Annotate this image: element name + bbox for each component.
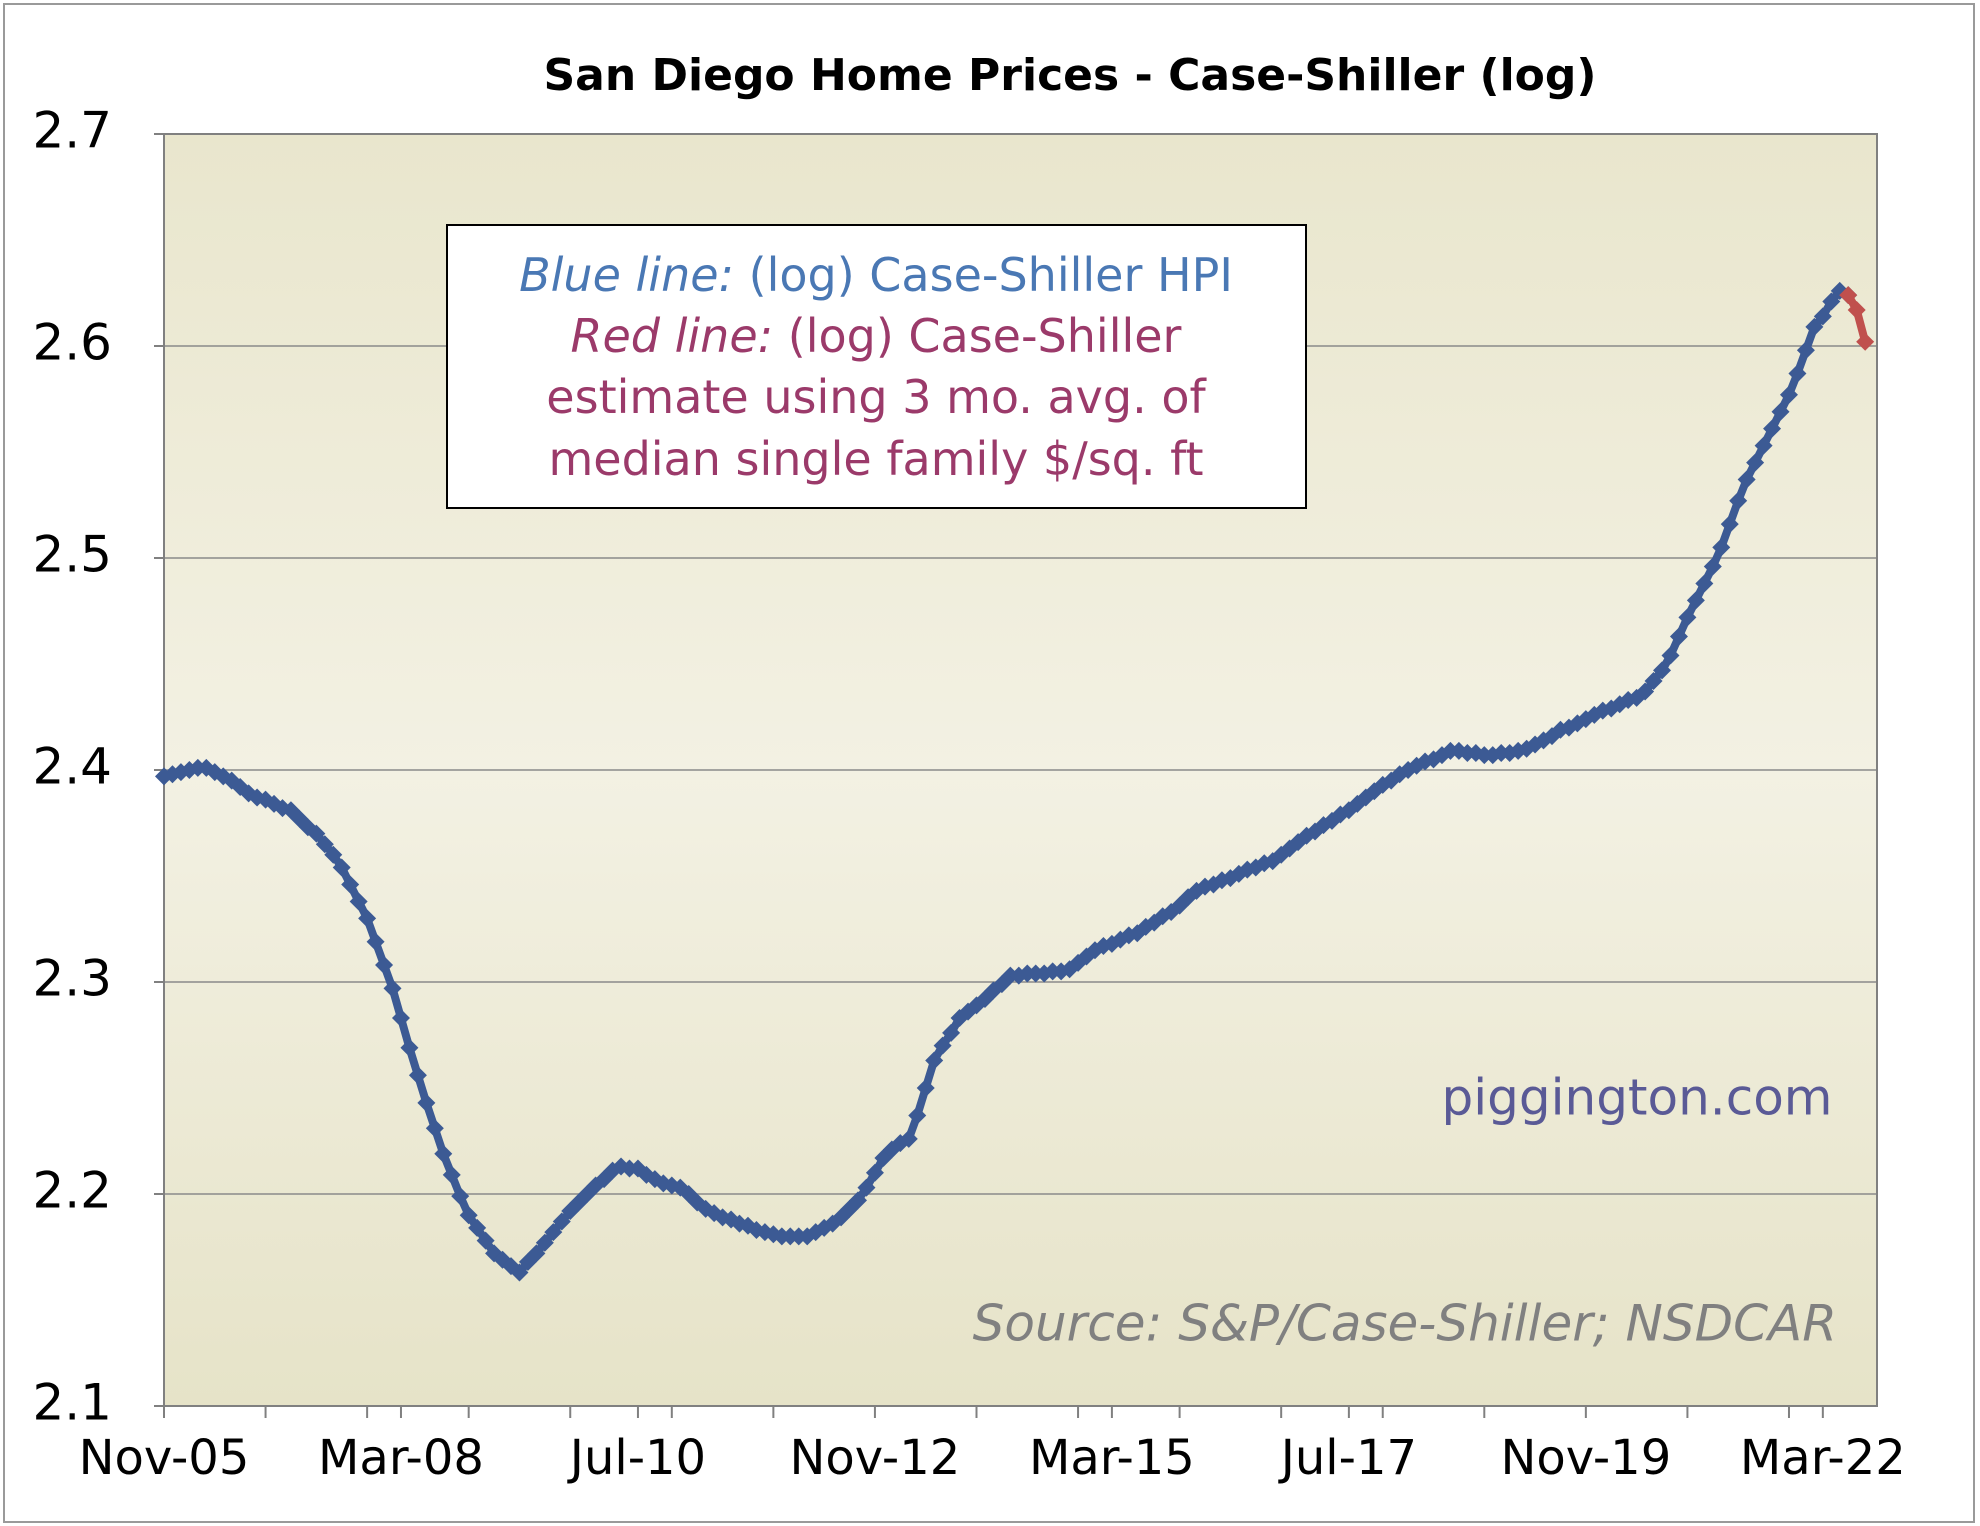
data-marker — [315, 835, 334, 854]
x-tick-label: Nov-05 — [79, 1430, 250, 1486]
data-marker — [544, 1223, 563, 1242]
data-marker — [1847, 300, 1866, 319]
data-marker — [1796, 341, 1815, 360]
data-marker — [1720, 515, 1739, 534]
data-marker — [857, 1178, 876, 1197]
annotation-text: Blue line: (log) Case-Shiller HPI — [519, 248, 1233, 302]
annotation-body: (log) Case-Shiller HPI — [734, 248, 1233, 302]
data-marker — [1746, 453, 1765, 472]
annotation-body: (log) Case-Shiller — [773, 309, 1181, 363]
data-marker — [1822, 292, 1841, 311]
data-marker — [1703, 557, 1722, 576]
data-marker — [1644, 671, 1663, 690]
x-tick-label: Nov-12 — [790, 1430, 961, 1486]
data-marker — [1669, 627, 1688, 646]
data-marker — [442, 1165, 461, 1184]
data-marker — [908, 1106, 927, 1125]
data-marker — [552, 1212, 571, 1231]
data-marker — [366, 932, 385, 951]
data-marker — [899, 1129, 918, 1148]
x-tick-label: Mar-08 — [318, 1430, 484, 1486]
data-marker — [468, 1218, 487, 1237]
data-marker — [527, 1244, 546, 1263]
data-marker — [1686, 591, 1705, 610]
data-marker — [1661, 646, 1680, 665]
data-marker — [476, 1231, 495, 1250]
data-marker — [1737, 470, 1756, 489]
y-tick-label: 2.6 — [32, 314, 112, 372]
data-marker — [1839, 286, 1858, 305]
watermark: piggington.com — [1442, 1069, 1833, 1127]
x-tick-label: Jul-17 — [1278, 1430, 1417, 1486]
data-marker — [434, 1144, 453, 1163]
annotation-text: estimate using 3 mo. avg. of — [546, 370, 1207, 424]
y-tick-label: 2.1 — [32, 1374, 112, 1432]
data-marker — [1678, 608, 1697, 627]
x-tick-label: Nov-19 — [1500, 1430, 1671, 1486]
data-marker — [239, 784, 258, 803]
source-note: Source: S&P/Case-Shiller; NSDCAR — [973, 1295, 1837, 1353]
data-marker — [332, 858, 351, 877]
x-tick-label: Mar-15 — [1029, 1430, 1195, 1486]
data-marker — [925, 1051, 944, 1070]
data-marker — [391, 1009, 410, 1028]
y-tick-label: 2.7 — [32, 102, 112, 160]
data-marker — [459, 1206, 478, 1225]
data-marker — [535, 1233, 554, 1252]
data-marker — [1779, 385, 1798, 404]
annotation-body: median single family $/sq. ft — [548, 432, 1203, 486]
data-marker — [916, 1079, 935, 1097]
data-marker — [451, 1187, 470, 1206]
data-marker — [1009, 966, 1028, 985]
data-marker — [400, 1038, 419, 1057]
annotation-box — [446, 224, 1307, 509]
y-tick-label: 2.2 — [32, 1162, 112, 1220]
data-marker — [1729, 491, 1748, 510]
data-marker — [307, 824, 326, 843]
data-marker — [1856, 332, 1875, 351]
annotation-text: median single family $/sq. ft — [548, 432, 1203, 486]
data-marker — [408, 1066, 427, 1085]
data-marker — [1763, 419, 1782, 438]
annotation-label: Blue line: — [519, 248, 734, 302]
data-marker — [1813, 307, 1832, 326]
data-marker — [341, 875, 360, 894]
y-tick-label: 2.5 — [32, 526, 112, 584]
annotation-label: Red line: — [571, 309, 774, 363]
data-marker — [324, 845, 343, 864]
data-marker — [1636, 682, 1655, 701]
data-marker — [1653, 661, 1672, 680]
data-marker — [510, 1263, 529, 1282]
data-marker — [1695, 574, 1714, 593]
chart-title: San Diego Home Prices - Case-Shiller (lo… — [543, 50, 1596, 101]
data-marker — [417, 1093, 436, 1112]
x-tick-label: Jul-10 — [567, 1430, 706, 1486]
x-tick-label: Mar-22 — [1740, 1430, 1906, 1486]
data-marker — [865, 1163, 884, 1182]
y-tick-label: 2.4 — [32, 738, 112, 796]
data-marker — [849, 1191, 868, 1210]
data-marker — [933, 1036, 952, 1055]
data-marker — [425, 1119, 444, 1138]
data-marker — [942, 1023, 961, 1042]
data-marker — [1805, 317, 1824, 336]
data-marker — [383, 979, 402, 998]
annotation-body: estimate using 3 mo. avg. of — [546, 370, 1207, 424]
data-marker — [1771, 402, 1790, 421]
data-marker — [375, 956, 394, 975]
data-marker — [1788, 364, 1807, 383]
data-marker — [1712, 538, 1731, 557]
annotation-text: Red line: (log) Case-Shiller — [571, 309, 1182, 363]
data-marker — [349, 892, 368, 911]
y-tick-label: 2.3 — [32, 950, 112, 1008]
data-marker — [1754, 436, 1773, 455]
data-marker — [358, 909, 377, 928]
